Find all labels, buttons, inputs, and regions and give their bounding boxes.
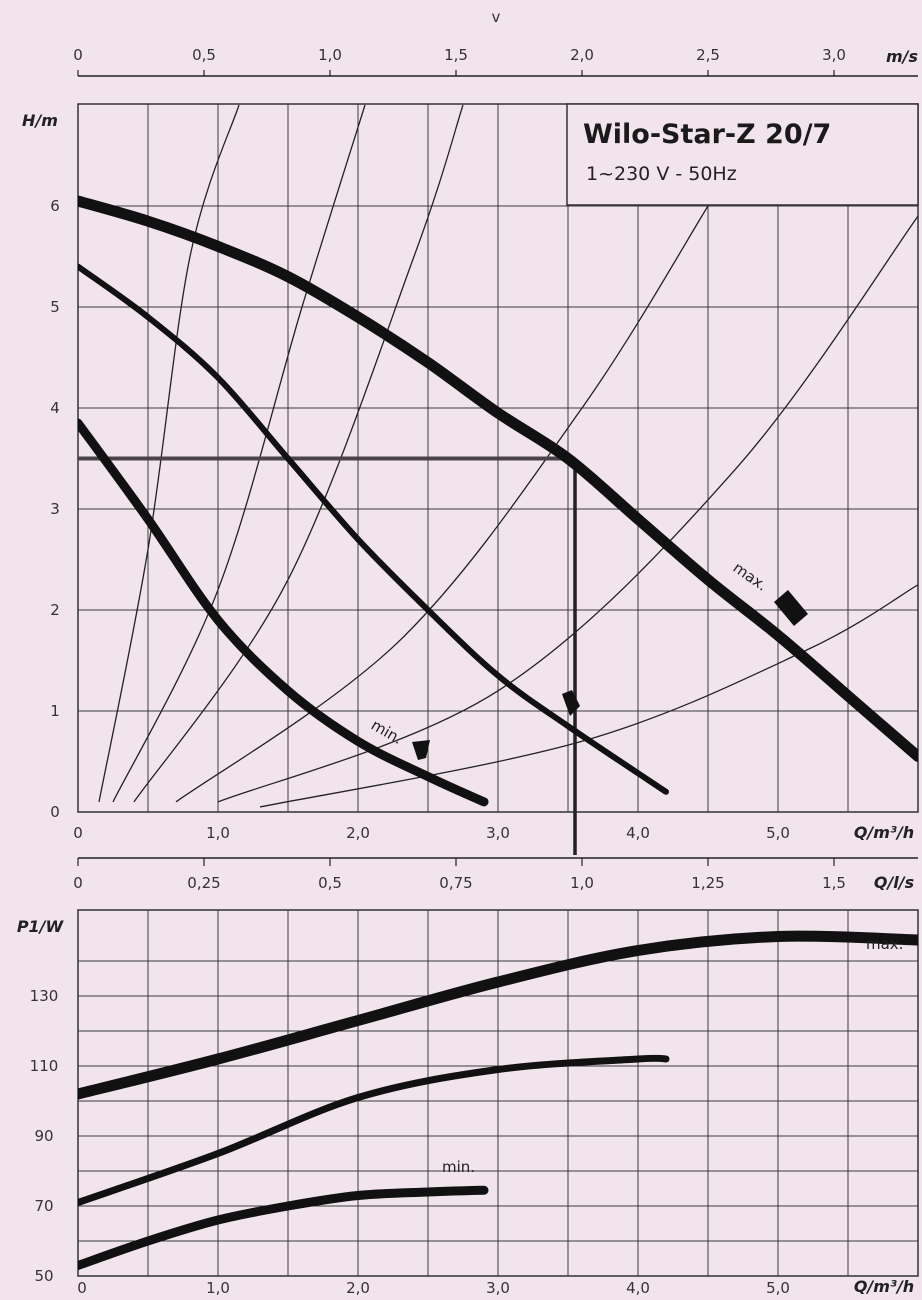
head-series — [78, 195, 918, 807]
power-x-tick-label: 5,0 — [766, 1279, 790, 1297]
velocity-tick-label: 1,0 — [318, 46, 342, 64]
head-x-tick-label: 3,0 — [486, 824, 510, 842]
head-y-tick-label: 1 — [50, 702, 60, 720]
power-grid — [78, 910, 918, 1276]
head-chart: 0 0,5 1,0 1,5 2,0 2,5 3,0 v m/s H/m 0 1 2 3 4 5 6 0 1… — [22, 8, 919, 855]
system-curves — [98, 104, 918, 808]
head-y-tick-label: 6 — [50, 197, 60, 215]
power-chart: 0 0,25 0,5 0,75 1,0 1,25 1,5 Q/l/s P1/W 50 70 90… — [17, 857, 919, 1297]
head-x-tick-label: 0 — [73, 824, 83, 842]
head-y-tick-label: 4 — [50, 399, 60, 417]
head-x-ticks: 0 1,0 2,0 3,0 4,0 5,0 — [73, 824, 790, 842]
power-x-tick-label: 3,0 — [486, 1279, 510, 1297]
power-x-axis-label: Q/m³/h — [854, 1277, 914, 1296]
head-y-axis-label: H/m — [22, 111, 58, 130]
flow-ls-tick-label: 1,0 — [570, 874, 594, 892]
system-curve — [133, 104, 464, 803]
system-curve — [175, 205, 709, 803]
power-x-ticks: 0 1,0 2,0 3,0 4,0 5,0 — [77, 1279, 790, 1297]
min-marker-icon — [412, 740, 430, 760]
flow-ls-tick-label: 0 — [73, 874, 83, 892]
velocity-axis-unit: m/s — [886, 47, 918, 66]
velocity-axis-label: v — [492, 8, 501, 26]
head-series-line — [78, 263, 669, 795]
power-y-tick-label: 130 — [30, 987, 59, 1005]
power-series-line — [78, 930, 918, 1100]
system-curve — [259, 584, 918, 808]
flow-ls-tick-label: 1,25 — [691, 874, 724, 892]
velocity-tick-label: 0,5 — [192, 46, 216, 64]
head-x-tick-label: 5,0 — [766, 824, 790, 842]
head-x-tick-label: 4,0 — [626, 824, 650, 842]
chart-subtitle: 1~230 V - 50Hz — [586, 163, 737, 185]
power-x-tick-label: 0 — [77, 1279, 87, 1297]
system-curve — [217, 215, 918, 803]
head-y-tick-label: 0 — [50, 803, 60, 821]
velocity-tick-label: 2,0 — [570, 46, 594, 64]
head-series-line — [78, 418, 489, 807]
power-max-label: max. — [866, 935, 903, 953]
duty-point-lines — [78, 456, 577, 855]
mid-marker-icon — [562, 690, 580, 716]
velocity-tick-label: 2,5 — [696, 46, 720, 64]
power-y-axis-label: P1/W — [17, 917, 65, 936]
flow-ls-axis-unit: Q/l/s — [874, 873, 914, 892]
power-min-label: min. — [442, 1158, 475, 1176]
head-x-tick-label: 1,0 — [206, 824, 230, 842]
head-x-tick-label: 2,0 — [346, 824, 370, 842]
power-y-ticks: 50 70 90 110 130 — [30, 987, 59, 1285]
power-y-tick-label: 70 — [34, 1197, 53, 1215]
power-y-tick-label: 50 — [34, 1267, 53, 1285]
head-y-tick-label: 3 — [50, 500, 60, 518]
power-x-tick-label: 2,0 — [346, 1279, 370, 1297]
power-x-tick-label: 1,0 — [206, 1279, 230, 1297]
title-box — [566, 103, 919, 206]
velocity-tick-label: 3,0 — [822, 46, 846, 64]
flow-ls-tick-label: 0,75 — [439, 874, 472, 892]
max-marker-icon — [774, 590, 808, 626]
head-y-tick-label: 5 — [50, 298, 60, 316]
head-series-line — [78, 195, 918, 762]
flow-ls-axis-ticks: 0 0,25 0,5 0,75 1,0 1,25 1,5 — [73, 858, 846, 892]
flow-ls-tick-label: 0,5 — [318, 874, 342, 892]
power-y-tick-label: 110 — [30, 1057, 59, 1075]
velocity-axis-ticks: 0 0,5 1,0 1,5 2,0 2,5 3,0 — [73, 46, 846, 76]
velocity-tick-label: 1,5 — [444, 46, 468, 64]
power-x-tick-label: 4,0 — [626, 1279, 650, 1297]
head-y-ticks: 0 1 2 3 4 5 6 — [50, 197, 60, 821]
power-series-line — [78, 1185, 489, 1270]
head-y-tick-label: 2 — [50, 601, 60, 619]
system-curve — [112, 104, 366, 803]
system-curve — [98, 104, 240, 803]
head-x-axis-label: Q/m³/h — [854, 823, 914, 842]
flow-ls-tick-label: 0,25 — [187, 874, 220, 892]
power-series-line — [78, 1054, 670, 1206]
flow-ls-tick-label: 1,5 — [822, 874, 846, 892]
chart-title: Wilo-Star-Z 20/7 — [583, 119, 831, 150]
velocity-tick-label: 0 — [73, 46, 83, 64]
power-series — [78, 930, 918, 1270]
power-y-tick-label: 90 — [34, 1127, 53, 1145]
